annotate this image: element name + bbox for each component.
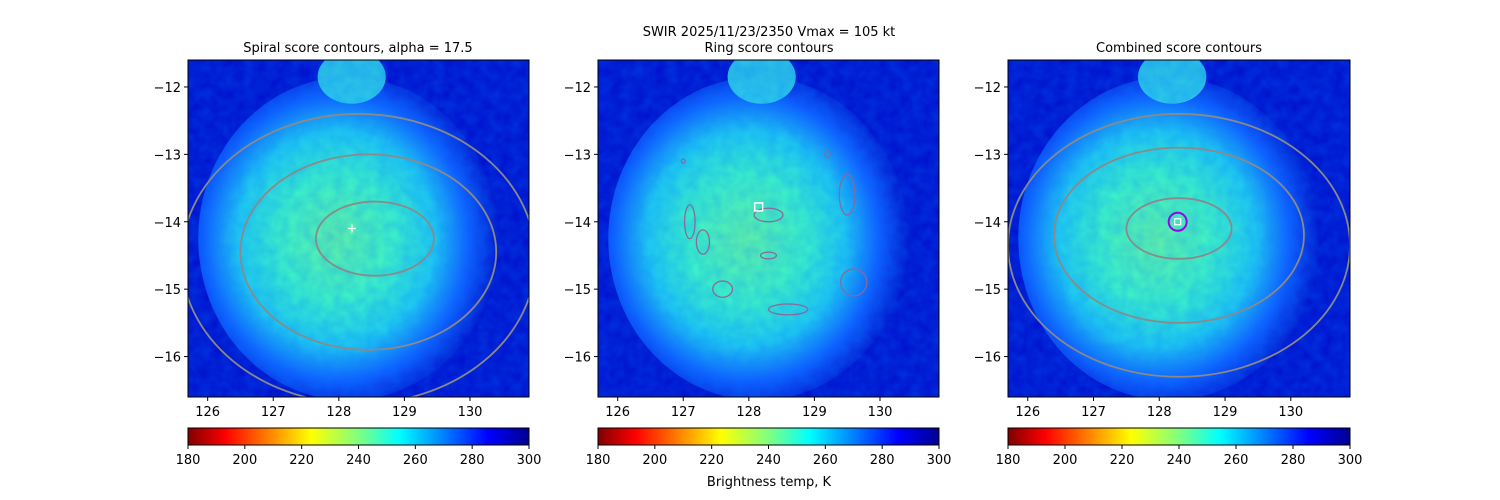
colorbar-label: Brightness temp, K — [707, 475, 832, 490]
y-tick-label: −13 — [974, 148, 1001, 163]
colorbar-tick-label: 220 — [289, 453, 314, 468]
y-tick-label: −12 — [564, 81, 591, 96]
colorbar — [597, 427, 940, 446]
colorbar-tick-label: 220 — [1110, 453, 1135, 468]
axes-frame — [1007, 59, 1351, 398]
x-tick-label: 130 — [1278, 405, 1303, 420]
x-tick-label: 127 — [671, 405, 696, 420]
colorbar-tick-label: 260 — [1224, 453, 1249, 468]
colorbar-tick-label: 180 — [176, 453, 201, 468]
colorbar — [187, 427, 530, 446]
center-marker-circle — [1167, 211, 1188, 232]
contour-inner — [314, 200, 435, 277]
x-tick-label: 129 — [1213, 405, 1238, 420]
contour-inner — [1125, 197, 1233, 260]
x-tick-label: 128 — [736, 405, 761, 420]
colorbar-tick-label: 280 — [870, 453, 895, 468]
colorbar-tick-label: 180 — [996, 453, 1021, 468]
x-tick-label: 129 — [392, 405, 417, 420]
colorbar-tick-label: 240 — [1167, 453, 1192, 468]
colorbar-tick-label: 300 — [927, 453, 952, 468]
panel-spiral: Spiral score contours, alpha = 17.5 126 1… — [154, 41, 542, 468]
colorbar-tick-label: 300 — [1338, 453, 1363, 468]
colorbar-tick-label: 260 — [403, 453, 428, 468]
ring-contours — [680, 150, 868, 316]
contour-outer — [188, 113, 529, 397]
brightness-image — [1008, 60, 1350, 397]
colorbar-tick-label: 200 — [232, 453, 257, 468]
colorbar-tick-label: 300 — [517, 453, 542, 468]
colorbar-tick-label: 260 — [813, 453, 838, 468]
contour-outer — [1008, 113, 1350, 378]
x-tick-label: 129 — [802, 405, 827, 420]
colorbar-tick-label: 180 — [586, 453, 611, 468]
panel-title: Combined score contours — [1096, 41, 1262, 56]
panel-title: Spiral score contours, alpha = 17.5 — [243, 41, 472, 56]
center-marker-plus — [347, 224, 356, 233]
brightness-image — [188, 60, 529, 397]
center-marker-square — [753, 202, 764, 212]
x-tick-label: 126 — [605, 405, 630, 420]
brightness-image — [598, 60, 939, 397]
y-tick-label: −12 — [974, 81, 1001, 96]
y-tick-label: −14 — [974, 216, 1001, 231]
colorbar-tick-label: 200 — [1053, 453, 1078, 468]
contour-middle — [1053, 146, 1305, 324]
x-tick-label: 126 — [195, 405, 220, 420]
y-tick-label: −14 — [564, 216, 591, 231]
x-tick-label: 127 — [1081, 405, 1106, 420]
axes-frame — [187, 59, 530, 398]
colorbar-tick-label: 220 — [699, 453, 724, 468]
y-tick-label: −16 — [154, 351, 181, 366]
x-tick-label: 126 — [1015, 405, 1040, 420]
panel-title: Ring score contours — [704, 41, 833, 56]
colorbar-tick-label: 200 — [642, 453, 667, 468]
x-tick-label: 128 — [1147, 405, 1172, 420]
y-tick-label: −15 — [974, 283, 1001, 298]
x-tick-label: 130 — [458, 405, 483, 420]
axes-frame — [597, 59, 940, 398]
colorbar — [1007, 427, 1351, 446]
x-tick-label: 127 — [261, 405, 286, 420]
y-tick-label: −13 — [564, 148, 591, 163]
panel-ring: Ring score contours 126 127 128 129 130 −12 −1… — [564, 41, 952, 468]
y-tick-label: −16 — [974, 351, 1001, 366]
contour-middle — [239, 153, 498, 351]
y-tick-label: −14 — [154, 216, 181, 231]
colorbar-tick-label: 280 — [1281, 453, 1306, 468]
colorbar-tick-label: 240 — [346, 453, 371, 468]
y-tick-label: −13 — [154, 148, 181, 163]
colorbar-tick-label: 280 — [460, 453, 485, 468]
y-tick-label: −15 — [154, 283, 181, 298]
figure-suptitle: SWIR 2025/11/23/2350 Vmax = 105 kt — [643, 25, 896, 40]
y-tick-label: −16 — [564, 351, 591, 366]
x-tick-label: 128 — [326, 405, 351, 420]
y-tick-label: −15 — [564, 283, 591, 298]
panel-combined: Combined score contours 126 127 128 129 130 −… — [974, 41, 1363, 468]
colorbar-tick-label: 240 — [756, 453, 781, 468]
x-tick-label: 130 — [868, 405, 893, 420]
y-tick-label: −12 — [154, 81, 181, 96]
